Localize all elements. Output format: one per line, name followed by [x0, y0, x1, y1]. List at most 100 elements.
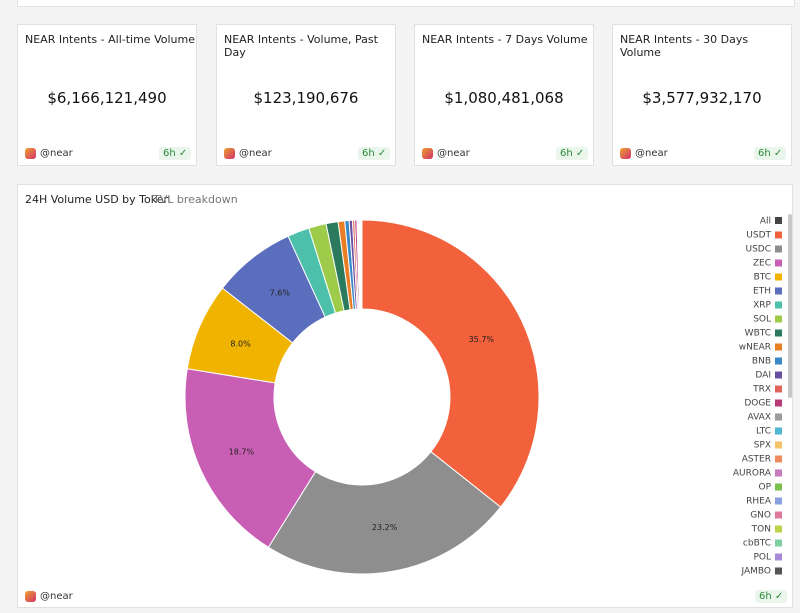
- avatar: [224, 148, 235, 159]
- legend-label[interactable]: DAI: [755, 371, 771, 381]
- avatar: [25, 591, 36, 602]
- legend-swatch: [775, 441, 782, 449]
- age: 6h: [758, 148, 771, 159]
- legend-swatch: [775, 553, 782, 561]
- legend-swatch: [775, 329, 782, 337]
- slice-label: 8.0%: [230, 339, 251, 348]
- legend-swatch: [775, 469, 782, 477]
- slice-label: 7.6%: [270, 289, 291, 298]
- legend-swatch: [775, 385, 782, 393]
- legend-label[interactable]: DOGE: [744, 399, 771, 409]
- legend-label[interactable]: XRP: [753, 301, 771, 311]
- slice-label: 23.2%: [372, 523, 398, 532]
- legend-label[interactable]: AURORA: [733, 469, 772, 479]
- chart-subtitle: TVL breakdown: [153, 193, 238, 206]
- legend-label[interactable]: SOL: [753, 315, 771, 325]
- legend-label[interactable]: USDC: [745, 245, 771, 255]
- author-name: @near: [40, 148, 73, 159]
- legend-label[interactable]: RHEA: [746, 497, 772, 507]
- legend-swatch: [775, 483, 782, 491]
- age: 6h: [163, 148, 176, 159]
- card-title: NEAR Intents - 7 Days Volume: [422, 33, 588, 46]
- age: 6h: [560, 148, 573, 159]
- card-value: $1,080,481,068: [444, 89, 564, 107]
- legend-swatch: [775, 301, 782, 309]
- card-value: $3,577,932,170: [642, 89, 762, 107]
- card-title: NEAR Intents - Volume, Past Day: [224, 33, 378, 59]
- legend-label[interactable]: TRX: [752, 385, 771, 395]
- age-badge: 6h ✓: [755, 590, 788, 603]
- author-name: @near: [437, 148, 470, 159]
- author: @near: [25, 591, 73, 602]
- legend-swatch: [775, 273, 782, 281]
- legend-label[interactable]: ASTER: [742, 455, 771, 465]
- legend-swatch: [775, 427, 782, 435]
- legend-label[interactable]: TON: [751, 525, 771, 535]
- stat-card: NEAR Intents - Volume, Past Day $123,190…: [216, 24, 396, 166]
- legend-swatch: [775, 567, 782, 575]
- legend-label[interactable]: GNO: [750, 511, 771, 521]
- legend-swatch: [775, 343, 782, 351]
- legend-swatch: [775, 413, 782, 421]
- legend-label[interactable]: USDT: [746, 231, 771, 241]
- legend-swatch: [775, 357, 782, 365]
- slice: [184, 368, 317, 548]
- top-bar: [17, 0, 795, 7]
- legend-label[interactable]: SPX: [754, 441, 771, 451]
- legend-label[interactable]: wNEAR: [739, 343, 771, 353]
- legend-label[interactable]: AVAX: [748, 413, 771, 423]
- slice-label: 35.7%: [469, 335, 495, 344]
- legend-swatch: [775, 245, 782, 253]
- legend-swatch: [775, 539, 782, 547]
- legend-label[interactable]: ETH: [753, 287, 771, 297]
- age-badge: 6h ✓: [159, 147, 192, 160]
- legend-swatch: [775, 497, 782, 505]
- author: @near: [224, 148, 272, 159]
- legend-all[interactable]: All: [760, 217, 771, 227]
- author: @near: [620, 148, 668, 159]
- legend-swatch: [775, 231, 782, 239]
- legend-label[interactable]: cbBTC: [743, 539, 771, 549]
- legend-label[interactable]: WBTC: [745, 329, 771, 339]
- slice-label: 18.7%: [229, 447, 255, 456]
- avatar: [620, 148, 631, 159]
- avatar: [422, 148, 433, 159]
- stat-card: NEAR Intents - All-time Volume $6,166,12…: [17, 24, 197, 166]
- age: 6h: [759, 591, 772, 602]
- card-title: NEAR Intents - 30 Days Volume: [620, 33, 749, 59]
- chart-title: 24H Volume USD by Token: [25, 193, 171, 206]
- legend-label[interactable]: ZEC: [753, 259, 771, 269]
- legend-label[interactable]: BNB: [752, 357, 771, 367]
- card-title: NEAR Intents - All-time Volume: [25, 33, 195, 46]
- author-name: @near: [239, 148, 272, 159]
- avatar: [25, 148, 36, 159]
- legend-swatch: [775, 287, 782, 295]
- author-name: @near: [40, 591, 73, 602]
- slice: [361, 219, 540, 508]
- author: @near: [422, 148, 470, 159]
- legend-swatch: [775, 525, 782, 533]
- card-value: $123,190,676: [253, 89, 359, 107]
- legend-swatch: [775, 371, 782, 379]
- slice: [267, 451, 502, 575]
- stat-card: NEAR Intents - 30 Days Volume $3,577,932…: [612, 24, 792, 166]
- stat-card: NEAR Intents - 7 Days Volume $1,080,481,…: [414, 24, 594, 166]
- legend-label[interactable]: BTC: [754, 273, 771, 283]
- scrollbar: [788, 214, 792, 398]
- legend: USDT USDC ZEC BTC ETH XRP SOL WBTC wNEAR BNB DAI TR…: [733, 231, 782, 577]
- legend-label[interactable]: LTC: [756, 427, 771, 437]
- age-badge: 6h ✓: [556, 147, 589, 160]
- legend-swatch: [775, 399, 782, 407]
- legend-swatch: [775, 511, 782, 519]
- legend-label[interactable]: POL: [753, 553, 771, 563]
- card-value: $6,166,121,490: [47, 89, 167, 107]
- legend-swatch: [775, 217, 782, 224]
- legend-swatch: [775, 315, 782, 323]
- legend-label[interactable]: OP: [758, 483, 771, 493]
- legend-swatch: [775, 455, 782, 463]
- age-badge: 6h ✓: [358, 147, 391, 160]
- legend-swatch: [775, 259, 782, 267]
- legend-label[interactable]: JAMBO: [740, 567, 771, 577]
